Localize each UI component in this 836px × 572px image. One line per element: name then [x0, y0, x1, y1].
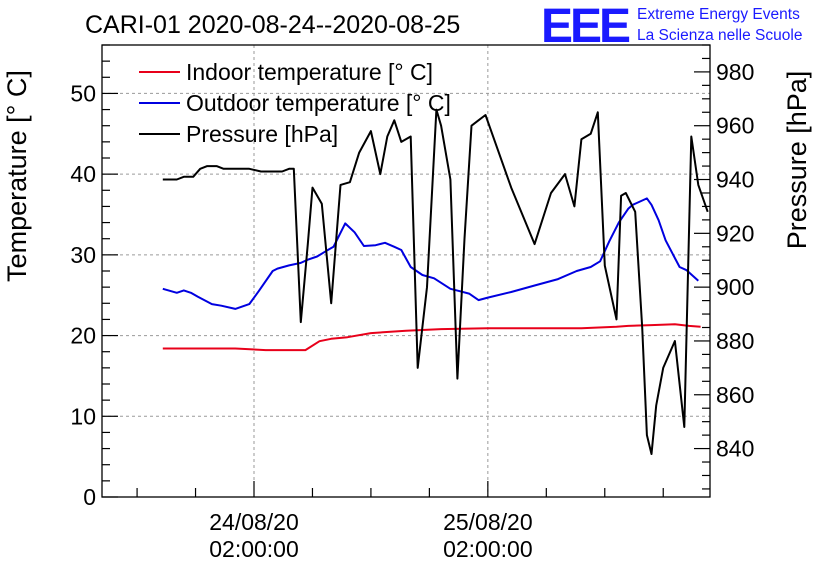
- series-line-2: [162, 197, 699, 310]
- y2-tick-label: 900: [716, 274, 754, 300]
- eee-logo-line1: Extreme Energy Events: [637, 6, 800, 23]
- y2-axis-label: Pressure [hPa]: [782, 71, 812, 250]
- chart-title: CARI-01 2020-08-24--2020-08-25: [85, 11, 460, 39]
- legend-label-1: Indoor temperature [° C]: [186, 59, 433, 85]
- x-tick-label-time: 02:00:00: [209, 536, 299, 562]
- eee-logo-line2: La Scienza nelle Scuole: [637, 27, 802, 44]
- series-line-3: [162, 108, 709, 455]
- y-tick-label: 10: [70, 403, 96, 429]
- series-line-1: [162, 323, 701, 352]
- y-tick-label: 20: [70, 323, 96, 349]
- legend-label-2: Outdoor temperature [° C]: [186, 90, 451, 116]
- y-tick-label: 40: [70, 161, 96, 187]
- y-axis-label: Temperature [° C]: [2, 70, 32, 282]
- y-tick-label: 50: [70, 80, 96, 106]
- y-tick-label: 0: [83, 484, 96, 510]
- y2-tick-label: 880: [716, 328, 754, 354]
- y2-tick-label: 920: [716, 220, 754, 246]
- eee-logo-mark: EEE: [541, 0, 630, 53]
- y2-tick-label: 840: [716, 436, 754, 462]
- y2-tick-label: 960: [716, 113, 754, 139]
- y2-tick-label: 940: [716, 167, 754, 193]
- legend: Indoor temperature [° C] Outdoor temperat…: [139, 59, 451, 147]
- gridlines: [102, 45, 710, 497]
- x-tick-label-time: 02:00:00: [443, 536, 533, 562]
- y-tick-label: 30: [70, 242, 96, 268]
- legend-label-3: Pressure [hPa]: [186, 121, 338, 147]
- x-tick-label-date: 25/08/20: [443, 509, 533, 535]
- eee-logo: EEE Extreme Energy Events La Scienza nel…: [541, 0, 802, 53]
- axes: 0 10 20 30 40 50 840 860 880 900 920 940 960 980 24/08…: [70, 44, 754, 562]
- series-layer: [162, 108, 709, 455]
- y2-tick-label: 980: [716, 59, 754, 85]
- y2-tick-label: 860: [716, 382, 754, 408]
- x-tick-label-date: 24/08/20: [209, 509, 299, 535]
